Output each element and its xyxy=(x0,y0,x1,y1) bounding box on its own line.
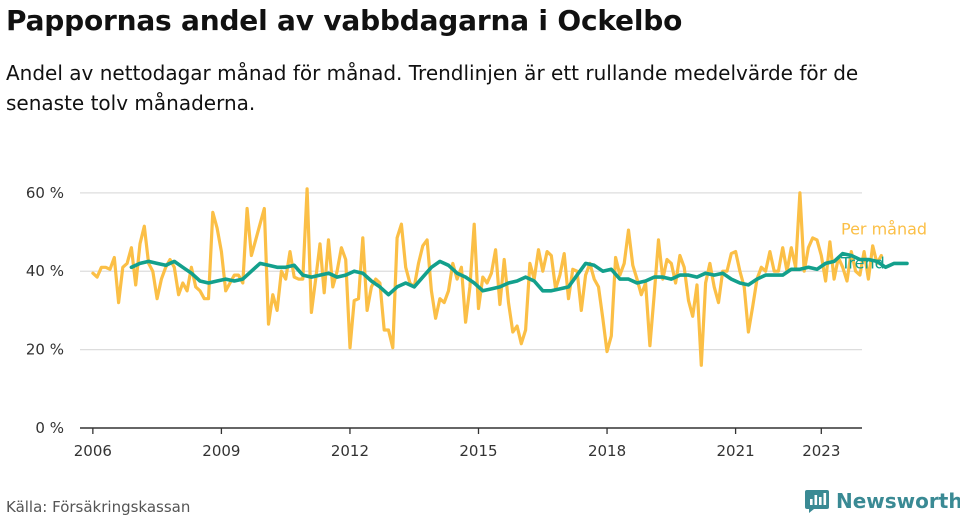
series-label-trend: Trend xyxy=(840,253,885,272)
series-label-per-manad: Per månad xyxy=(841,220,927,239)
series-lines xyxy=(91,187,909,367)
series-end-labels: Per månad Trend xyxy=(840,220,927,273)
source-note: Källa: Försäkringskassan xyxy=(6,498,191,516)
x-axis: 2006 2009 2012 2015 2018 2021 2023 xyxy=(74,427,862,460)
chart-title: Pappornas andel av vabbdagarna i Ockelbo xyxy=(6,4,683,37)
y-axis-tick-labels: 0 % 20 % 40 % 60 % xyxy=(26,184,64,437)
chart-subtitle: Andel av nettodagar månad för månad. Tre… xyxy=(6,61,859,115)
x-tick-label: 2009 xyxy=(202,442,240,460)
x-tick-label: 2006 xyxy=(74,442,112,460)
x-tick-label: 2012 xyxy=(331,442,369,460)
y-tick-label: 60 % xyxy=(26,184,64,202)
y-tick-label: 0 % xyxy=(35,419,64,437)
brand-logo: Newsworthy xyxy=(804,488,960,514)
x-tick-label: 2018 xyxy=(588,442,626,460)
x-tick-label: 2015 xyxy=(459,442,497,460)
brand-name: Newsworthy xyxy=(836,489,960,513)
newsworthy-logo-icon xyxy=(805,490,829,513)
x-tick-label: 2021 xyxy=(717,442,755,460)
y-tick-label: 40 % xyxy=(26,262,64,280)
y-tick-label: 20 % xyxy=(26,341,64,359)
series-line-trend xyxy=(129,251,909,297)
x-tick-label: 2023 xyxy=(802,442,840,460)
